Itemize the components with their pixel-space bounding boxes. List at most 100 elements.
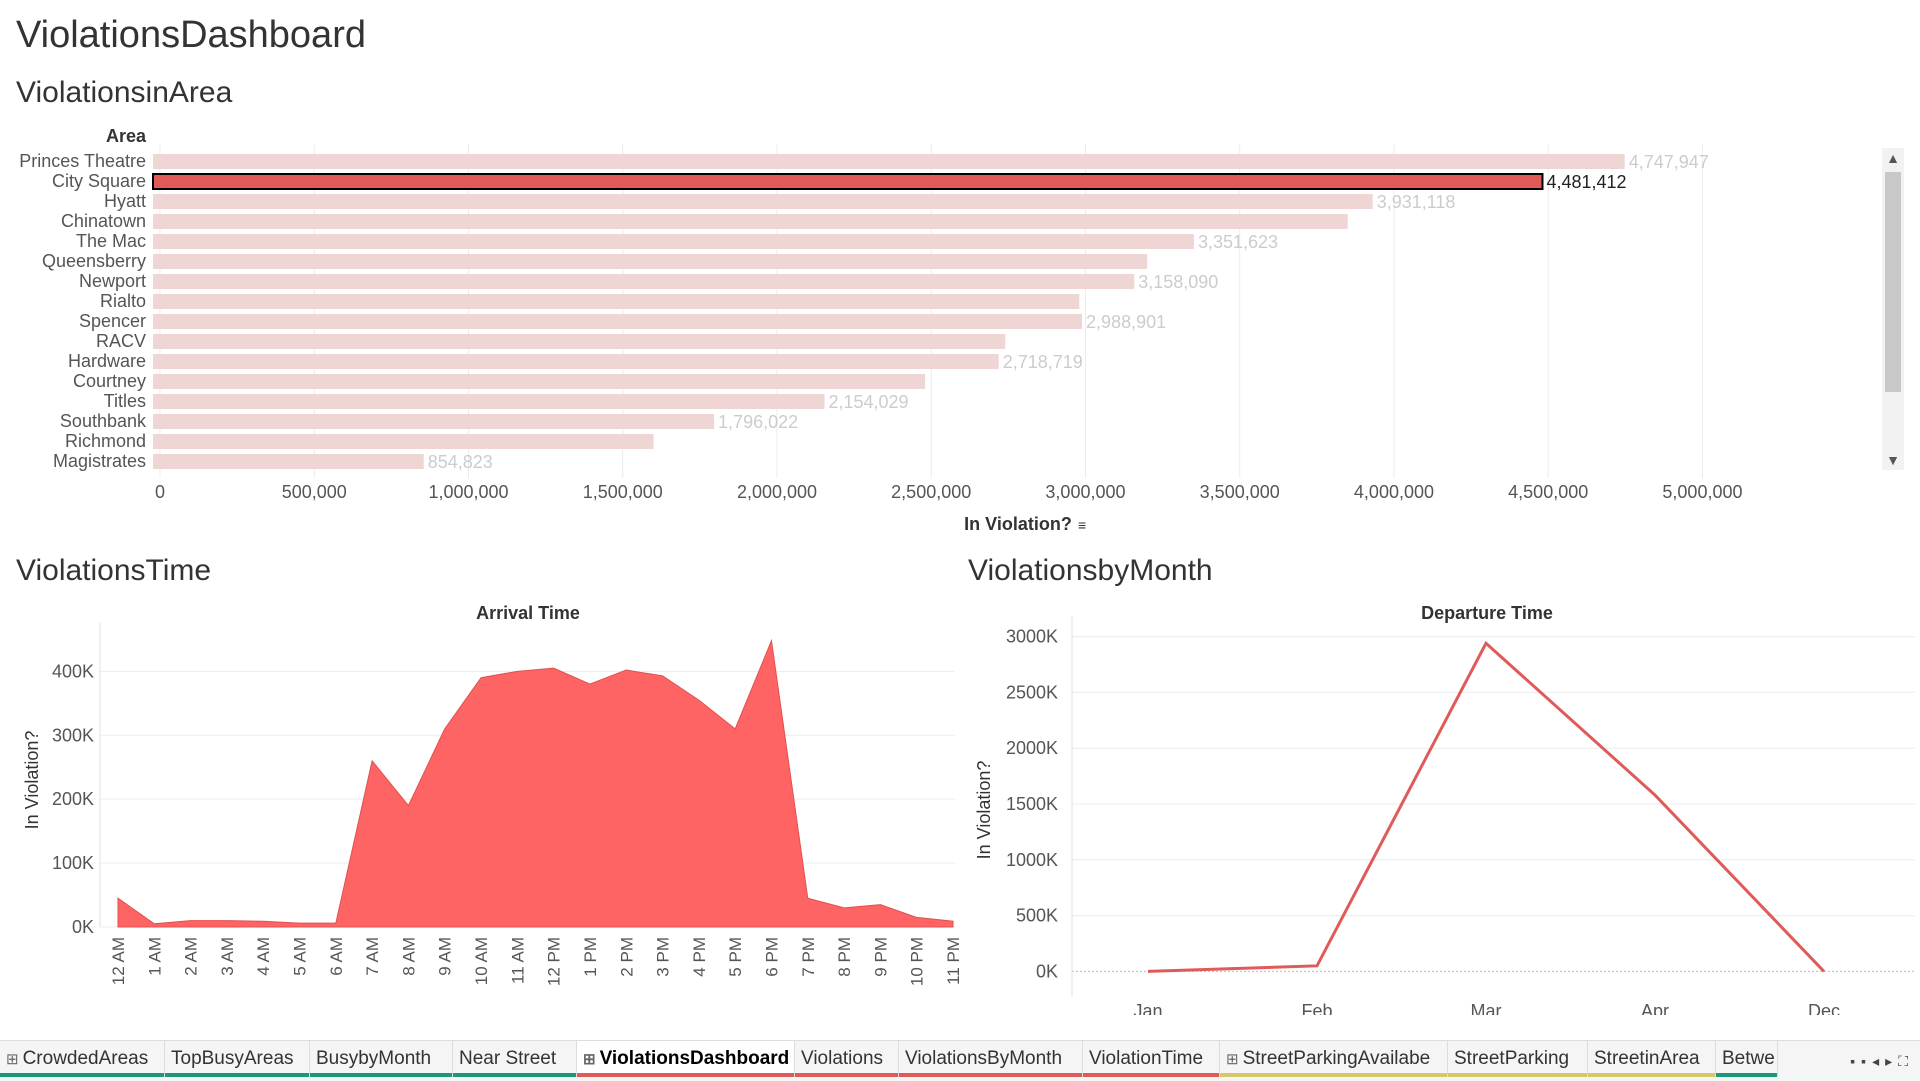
sheet-tab-label: StreetinArea — [1594, 1048, 1700, 1069]
x-tick-label: 3 PM — [654, 937, 673, 977]
x-tick-label: 1 PM — [581, 937, 600, 977]
x-tick-label: 8 AM — [399, 937, 418, 976]
scroll-up-icon[interactable]: ▲ — [1882, 148, 1904, 168]
dashboard-icon: ⊞ — [583, 1051, 596, 1068]
x-tick-label: Apr — [1641, 1001, 1669, 1015]
tab-color-underline — [453, 1073, 576, 1077]
category-label: Newport — [79, 271, 146, 291]
x-tick-label: Dec — [1808, 1001, 1840, 1015]
bar-value-label: 3,931,118 — [1377, 192, 1456, 212]
x-tick-label: Feb — [1301, 1001, 1332, 1015]
x-tick-label: 9 AM — [436, 937, 455, 976]
bar — [153, 314, 1082, 329]
tab-color-underline — [1083, 1073, 1219, 1077]
category-label: Titles — [104, 391, 146, 411]
x-tick-label: 3 AM — [218, 937, 237, 976]
bar-value-label: 2,988,901 — [1086, 312, 1166, 332]
x-tick-label: Jan — [1133, 1001, 1162, 1015]
y-tick-label: 3000K — [1006, 627, 1058, 647]
bar-chart-scrollbar[interactable]: ▲ ▼ — [1882, 148, 1904, 470]
x-tick-label: 12 PM — [545, 937, 564, 986]
bar-value-label: 3,158,090 — [1138, 272, 1218, 292]
x-tick-label: 7 PM — [799, 937, 818, 977]
x-tick-label: 7 AM — [363, 937, 382, 976]
tab-navigation-icons[interactable]: ▪▪◂▸⛶ — [1850, 1053, 1914, 1070]
bar — [153, 194, 1373, 209]
x-axis-title: In Violation? — [964, 514, 1072, 534]
x-tick-label: 8 PM — [835, 937, 854, 977]
sheet-tab-label: BusybyMonth — [316, 1048, 431, 1069]
x-tick-label: 11 AM — [508, 937, 527, 984]
category-label: Courtney — [73, 371, 146, 391]
sheet-tab[interactable]: Betwe — [1716, 1041, 1778, 1077]
sheet-tab[interactable]: Violations — [795, 1041, 899, 1077]
category-label: Queensberry — [42, 251, 146, 271]
x-tick-label: 9 PM — [871, 937, 890, 977]
sheet-tab-label: StreetParking — [1454, 1048, 1569, 1069]
chart-title: Departure Time — [1421, 603, 1553, 623]
sheet-tab-label: Betwe — [1722, 1048, 1775, 1069]
category-label: Princes Theatre — [19, 151, 146, 171]
sheet-tab[interactable]: ViolationsByMonth — [899, 1041, 1083, 1077]
sheet-tab[interactable]: ⊞ViolationsDashboard — [577, 1041, 795, 1077]
sheet-tab[interactable]: TopBusyAreas — [165, 1041, 310, 1077]
x-tick-label: 4,500,000 — [1508, 482, 1588, 502]
x-tick-label: 3,500,000 — [1200, 482, 1280, 502]
bar — [153, 154, 1625, 169]
y-axis-title: In Violation? — [974, 761, 994, 860]
x-tick-label: 3,000,000 — [1045, 482, 1125, 502]
sheet-tab[interactable]: ⊞CrowdedAreas — [0, 1041, 165, 1077]
bar — [153, 334, 1005, 349]
x-tick-label: 500,000 — [282, 482, 347, 502]
bar — [153, 274, 1134, 289]
bar — [153, 214, 1348, 229]
x-tick-label: 6 PM — [762, 937, 781, 977]
bar — [153, 354, 999, 369]
scrollbar-thumb[interactable] — [1885, 172, 1901, 392]
x-tick-label: 4 AM — [254, 937, 273, 976]
x-tick-label: 0 — [155, 482, 165, 502]
x-tick-label: 4 PM — [690, 937, 709, 977]
category-label: Chinatown — [61, 211, 146, 231]
x-tick-label: 5,000,000 — [1662, 482, 1742, 502]
bar — [153, 174, 1542, 189]
category-label: Hyatt — [104, 191, 146, 211]
sheet-tab-label: Violations — [801, 1048, 883, 1069]
x-tick-label: 11 PM — [944, 937, 960, 985]
sheet-tab[interactable]: ⊞StreetParkingAvailabe — [1220, 1041, 1448, 1077]
panel-title-violations-by-month: ViolationsbyMonth — [968, 554, 1213, 588]
sheet-tab[interactable]: ViolationTime — [1083, 1041, 1220, 1077]
sheet-tab-label: ViolationsDashboard — [600, 1048, 790, 1069]
x-tick-label: 2,500,000 — [891, 482, 971, 502]
scroll-down-icon[interactable]: ▼ — [1882, 450, 1904, 470]
sheet-tab[interactable]: BusybyMonth — [310, 1041, 453, 1077]
bar-value-label: 2,718,719 — [1003, 352, 1083, 372]
dashboard-title: ViolationsDashboard — [16, 14, 366, 57]
bar — [153, 294, 1079, 309]
y-tick-label: 0K — [1036, 961, 1058, 981]
x-tick-label: 2 PM — [617, 937, 636, 977]
tab-color-underline — [1588, 1073, 1715, 1077]
y-tick-label: 0K — [72, 917, 94, 937]
category-label: Hardware — [68, 351, 146, 371]
x-tick-label: 10 PM — [908, 937, 927, 986]
row-header-label: Area — [106, 126, 147, 146]
y-tick-label: 400K — [52, 661, 94, 681]
bar-value-label: 1,796,022 — [718, 412, 798, 432]
bar — [153, 394, 824, 409]
sheet-tab-label: Near Street — [459, 1048, 556, 1069]
tab-color-underline — [0, 1073, 164, 1077]
sheet-tab[interactable]: StreetParking — [1448, 1041, 1588, 1077]
dashboard-icon: ⊞ — [6, 1051, 19, 1068]
x-tick-label: 5 AM — [291, 937, 310, 976]
sheet-tab-label: ViolationTime — [1089, 1048, 1203, 1069]
bar — [153, 234, 1194, 249]
sheet-tab[interactable]: StreetinArea — [1588, 1041, 1716, 1077]
sheet-tab-label: StreetParkingAvailabe — [1243, 1048, 1431, 1069]
sheet-tab[interactable]: Near Street — [453, 1041, 577, 1077]
bar-value-label: 2,154,029 — [828, 392, 908, 412]
